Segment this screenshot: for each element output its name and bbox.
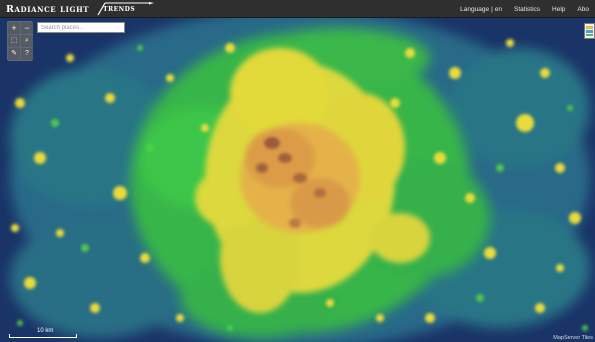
nav-statistics[interactable]: Statistics <box>514 5 541 13</box>
zoom-box-button[interactable]: ⌕ <box>21 35 33 47</box>
edit-button[interactable]: ✎ <box>8 48 20 60</box>
zoom-in-button[interactable]: + <box>8 22 20 34</box>
map-attribution: MapServer Tiles <box>553 335 593 341</box>
language-selector[interactable]: Language | en <box>454 6 508 13</box>
header-bar: Radiance light trends Language | en Stat… <box>0 0 595 18</box>
help-button[interactable]: ? <box>21 48 33 60</box>
map-controls: + − ⬚ ⌕ ✎ ? <box>7 21 33 61</box>
logo-title: Radiance light <box>6 3 90 15</box>
language-value[interactable]: en <box>494 5 503 13</box>
radiance-map[interactable] <box>0 18 595 342</box>
map-raster[interactable] <box>0 18 595 342</box>
nav-about[interactable]: Abo <box>577 5 589 13</box>
logo-slash-icon <box>97 2 154 16</box>
search-input[interactable] <box>37 22 125 33</box>
language-separator: | <box>491 5 493 13</box>
scale-label: 10 km <box>37 328 54 334</box>
top-nav: Language | en Statistics Help Abo <box>454 0 595 18</box>
layers-icon[interactable] <box>584 23 595 39</box>
logo-subtitle: trends <box>103 4 136 14</box>
zoom-out-button[interactable]: − <box>21 22 33 34</box>
scale-line <box>9 334 77 338</box>
site-logo[interactable]: Radiance light trends <box>6 2 154 16</box>
language-label: Language <box>460 5 490 13</box>
select-area-button[interactable]: ⬚ <box>8 35 20 47</box>
nav-help[interactable]: Help <box>552 5 566 13</box>
